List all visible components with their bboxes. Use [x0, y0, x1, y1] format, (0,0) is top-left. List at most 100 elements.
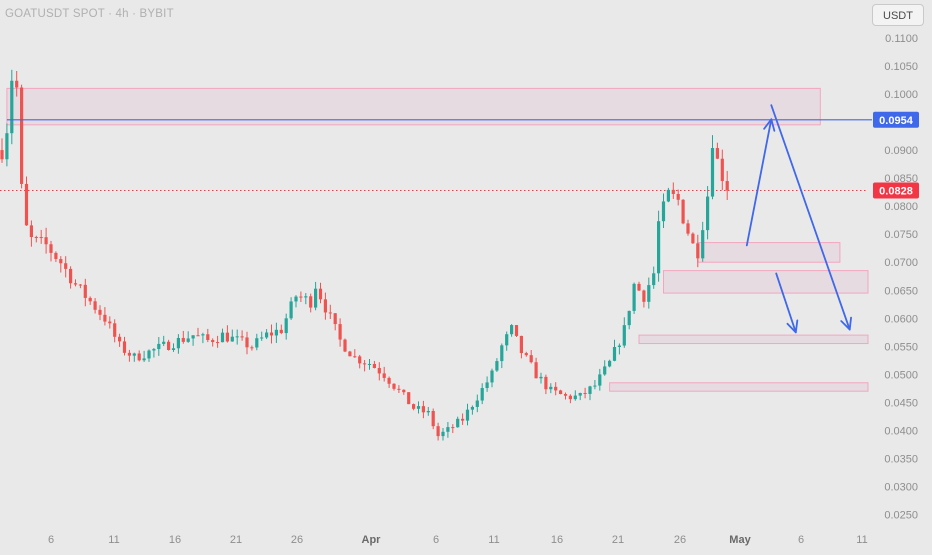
candle[interactable] — [470, 405, 474, 415]
candle[interactable] — [167, 339, 171, 351]
candle[interactable] — [206, 328, 210, 343]
zone-box-3[interactable] — [663, 270, 869, 294]
candle[interactable] — [240, 330, 244, 341]
candle[interactable] — [29, 220, 33, 247]
candle[interactable] — [216, 335, 220, 348]
candle[interactable] — [186, 331, 190, 343]
candle[interactable] — [554, 382, 558, 396]
candle[interactable] — [461, 413, 465, 425]
candle[interactable] — [108, 316, 112, 329]
candle[interactable] — [220, 328, 225, 343]
candle[interactable] — [5, 123, 9, 167]
candle[interactable] — [372, 360, 376, 369]
candle[interactable] — [78, 284, 82, 289]
projection-arrow-3[interactable] — [775, 272, 799, 334]
candle[interactable] — [201, 332, 205, 344]
candle[interactable] — [20, 84, 24, 189]
candle[interactable] — [59, 256, 63, 273]
candle[interactable] — [559, 389, 563, 395]
candle[interactable] — [255, 333, 259, 351]
candle[interactable] — [44, 227, 48, 254]
candle[interactable] — [485, 376, 489, 392]
candle[interactable] — [505, 331, 509, 351]
candle[interactable] — [642, 289, 646, 308]
candle[interactable] — [314, 281, 318, 311]
candle[interactable] — [157, 337, 161, 356]
candle[interactable] — [260, 331, 264, 341]
candle[interactable] — [715, 142, 719, 160]
candle[interactable] — [196, 327, 200, 337]
candle[interactable] — [69, 266, 73, 289]
candle[interactable] — [612, 339, 617, 362]
candle[interactable] — [480, 383, 484, 405]
candle[interactable] — [661, 193, 666, 228]
candle[interactable] — [622, 317, 626, 348]
candle[interactable] — [451, 424, 455, 434]
candle[interactable] — [24, 176, 29, 226]
candle[interactable] — [269, 324, 274, 344]
candle[interactable] — [323, 292, 327, 320]
candle[interactable] — [681, 199, 685, 225]
candle[interactable] — [603, 360, 607, 376]
candle[interactable] — [387, 376, 391, 388]
candle[interactable] — [73, 279, 78, 287]
candle[interactable] — [710, 135, 715, 200]
candle[interactable] — [64, 256, 68, 278]
candle[interactable] — [426, 406, 430, 416]
candle[interactable] — [328, 304, 332, 319]
candle[interactable] — [617, 343, 621, 355]
candle[interactable] — [500, 343, 504, 369]
candle[interactable] — [397, 385, 401, 393]
candle[interactable] — [549, 383, 553, 394]
candle[interactable] — [627, 310, 631, 330]
candle[interactable] — [93, 298, 97, 314]
candle[interactable] — [122, 336, 127, 356]
candle[interactable] — [83, 278, 87, 307]
candle[interactable] — [402, 389, 406, 395]
currency-button[interactable]: USDT — [872, 4, 924, 26]
candle[interactable] — [407, 392, 411, 405]
candle[interactable] — [563, 392, 568, 400]
candle[interactable] — [245, 331, 249, 355]
candle[interactable] — [539, 372, 543, 384]
candle[interactable] — [514, 325, 519, 337]
candle[interactable] — [490, 368, 494, 388]
candle[interactable] — [529, 350, 533, 364]
candle[interactable] — [279, 324, 283, 335]
candle[interactable] — [235, 329, 239, 345]
zone-box-4[interactable] — [638, 334, 869, 345]
projection-arrow-1[interactable] — [745, 118, 776, 247]
candle[interactable] — [583, 387, 587, 399]
candle[interactable] — [152, 347, 156, 358]
candle[interactable] — [676, 189, 680, 206]
candle[interactable] — [456, 416, 460, 428]
candle[interactable] — [446, 421, 450, 438]
candle[interactable] — [701, 221, 705, 262]
candle[interactable] — [691, 232, 695, 244]
candle[interactable] — [652, 266, 656, 289]
candle[interactable] — [465, 403, 470, 426]
candle[interactable] — [39, 229, 43, 244]
candle[interactable] — [377, 362, 381, 381]
candle[interactable] — [416, 401, 421, 414]
candle[interactable] — [230, 329, 234, 342]
candle[interactable] — [412, 403, 416, 411]
candle[interactable] — [338, 318, 342, 347]
candle[interactable] — [382, 366, 386, 382]
projection-arrow-2[interactable] — [770, 104, 852, 331]
candle[interactable] — [358, 354, 362, 369]
zone-box-2[interactable] — [697, 242, 841, 263]
candle[interactable] — [118, 333, 122, 347]
candle[interactable] — [637, 281, 641, 292]
candle[interactable] — [250, 345, 254, 351]
candle[interactable] — [265, 329, 269, 340]
candle[interactable] — [578, 392, 582, 401]
candle[interactable] — [392, 383, 396, 391]
candle[interactable] — [171, 343, 176, 352]
candle[interactable] — [608, 359, 612, 368]
candle[interactable] — [421, 400, 425, 419]
candle[interactable] — [593, 380, 597, 390]
candle[interactable] — [544, 374, 548, 395]
candle[interactable] — [181, 330, 185, 344]
